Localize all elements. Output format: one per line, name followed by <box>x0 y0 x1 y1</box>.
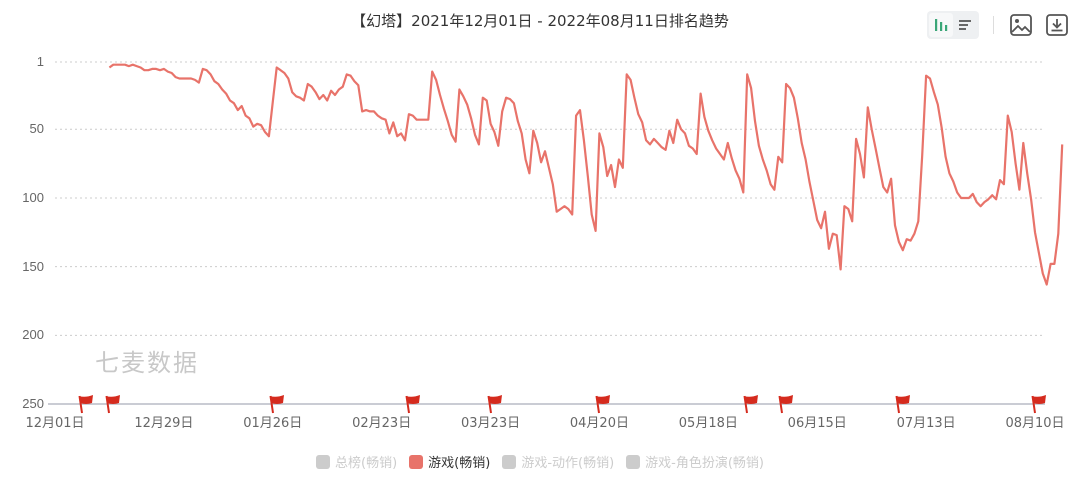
y-tick-label: 1 <box>36 54 44 69</box>
y-tick-label: 50 <box>29 121 44 137</box>
legend-swatch-icon <box>626 454 641 469</box>
legend-item[interactable]: 总榜(畅销) <box>316 452 397 471</box>
x-tick-label: 08月10日 <box>1005 416 1065 431</box>
bar-chart-view-button[interactable] <box>929 13 953 37</box>
list-icon <box>959 20 971 30</box>
series-line[interactable] <box>108 63 1064 286</box>
event-flag-icon[interactable] <box>776 394 796 414</box>
x-tick-label: 02月23日 <box>352 416 412 431</box>
x-tick-label: 04月20日 <box>569 416 629 431</box>
x-tick-label: 12月29日 <box>134 416 194 431</box>
event-flag-icon[interactable] <box>403 394 423 414</box>
y-tick-label: 200 <box>22 327 44 343</box>
event-flag-icon[interactable] <box>267 394 287 414</box>
legend-swatch-icon <box>316 454 330 469</box>
save-image-button[interactable] <box>1008 12 1034 38</box>
image-icon <box>1010 14 1032 36</box>
download-icon <box>1046 14 1068 36</box>
event-flag-icon[interactable] <box>1029 394 1049 414</box>
event-flag-icon[interactable] <box>741 394 761 414</box>
chart-title: 【幻塔】2021年12月01日 - 2022年08月11日排名趋势 <box>351 12 729 30</box>
chart-legend: 总榜(畅销) 游戏(畅销) 游戏-动作(畅销) 游戏-角色扮演(畅销) <box>0 452 1080 471</box>
plot-area <box>48 61 1064 405</box>
legend-item[interactable]: 游戏-动作(畅销) <box>502 452 614 471</box>
legend-item[interactable]: 游戏(畅销) <box>409 452 490 471</box>
legend-swatch-icon <box>409 454 424 469</box>
legend-label: 游戏(畅销) <box>428 456 491 471</box>
toolbar-divider <box>993 16 994 34</box>
y-tick-label: 100 <box>22 189 44 205</box>
y-tick-label: 250 <box>22 396 44 411</box>
x-tick-label: 05月18日 <box>678 416 738 431</box>
event-flag-icon[interactable] <box>485 394 505 414</box>
legend-swatch-icon <box>502 454 517 469</box>
x-tick-label: 07月13日 <box>896 416 956 431</box>
list-view-button[interactable] <box>953 13 977 37</box>
x-tick-label: 03月23日 <box>461 416 521 431</box>
x-tick-label: 12月01日 <box>25 416 85 431</box>
legend-item[interactable]: 游戏-角色扮演(畅销) <box>626 452 764 471</box>
legend-label: 总榜(畅销) <box>335 456 398 471</box>
rank-trend-chart: 1 50 100 150 200 250 12月01日 12月29日 01月26日 02月23日… <box>22 54 1065 431</box>
y-tick-label: 150 <box>22 258 44 274</box>
watermark: 七麦数据 <box>95 349 199 377</box>
download-button[interactable] <box>1044 12 1070 38</box>
event-flag-icon[interactable] <box>103 394 123 414</box>
legend-label: 游戏-动作(畅销) <box>521 456 615 471</box>
event-flag-icon[interactable] <box>893 394 913 414</box>
bar-chart-icon <box>935 19 948 31</box>
event-flag-icon[interactable] <box>593 394 613 414</box>
view-toggle <box>927 11 979 39</box>
x-tick-label: 01月26日 <box>243 416 303 431</box>
event-flag-icon[interactable] <box>76 394 96 414</box>
chart-toolbar <box>927 10 1070 40</box>
legend-label: 游戏-角色扮演(畅销) <box>645 456 764 471</box>
x-tick-label: 06月15日 <box>787 416 847 431</box>
